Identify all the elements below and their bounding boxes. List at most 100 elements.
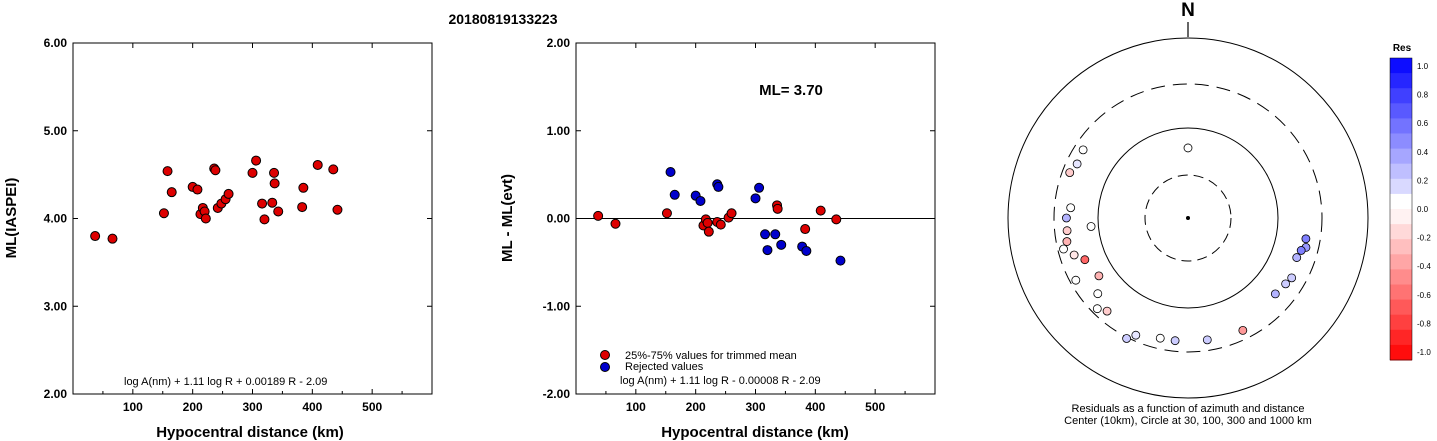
trimmed-residual-point xyxy=(610,218,621,229)
middle-x-tick-label: 500 xyxy=(865,400,885,414)
colorbar-cell xyxy=(1390,133,1412,150)
colorbar-tick-label: -0.4 xyxy=(1417,262,1431,271)
ml-station-point xyxy=(251,155,262,166)
colorbar-cell xyxy=(1390,88,1412,104)
ml-station-point xyxy=(210,165,221,176)
polar-caption-line1: Residuals as a function of azimuth and d… xyxy=(1072,403,1305,415)
colorbar-tick-label: -0.6 xyxy=(1417,291,1431,300)
station-residual-marker xyxy=(1301,234,1311,244)
trimmed-residual-point xyxy=(815,205,826,216)
trimmed-residual-point xyxy=(800,224,811,235)
colorbar-cell xyxy=(1390,118,1412,134)
colorbar-cell xyxy=(1390,284,1412,301)
rejected-residual-point xyxy=(762,245,773,256)
station-residual-marker xyxy=(1069,250,1079,260)
colorbar-cell xyxy=(1390,103,1412,119)
left-x-tick-label: 500 xyxy=(362,400,382,414)
colorbar-cell xyxy=(1390,193,1412,210)
rejected-residual-point xyxy=(695,195,706,206)
ml-station-point xyxy=(297,202,308,213)
middle-y-tick-label: 1.00 xyxy=(547,124,571,138)
colorbar-tick-label: -0.8 xyxy=(1417,319,1431,328)
left-formula: log A(nm) + 1.11 log R + 0.00189 R - 2.0… xyxy=(124,376,327,388)
middle-x-tick-label: 300 xyxy=(745,400,765,414)
station-residual-marker xyxy=(1270,289,1280,299)
trimmed-residual-point xyxy=(702,217,713,228)
rejected-residual-point xyxy=(835,255,846,266)
station-residual-marker xyxy=(1065,168,1075,177)
circle-30km xyxy=(1144,174,1232,262)
left-x-tick-label: 200 xyxy=(183,400,203,414)
legend-marker-trimmed xyxy=(600,350,610,360)
event-id-title: 20180819133223 xyxy=(448,11,557,27)
rejected-residual-point xyxy=(665,166,676,177)
middle-x-axis-label: Hypocentral distance (km) xyxy=(661,424,849,441)
station-residual-marker xyxy=(1086,222,1096,231)
station-residual-marker xyxy=(1092,304,1102,314)
ml-station-point xyxy=(298,182,309,193)
rejected-residual-point xyxy=(754,182,765,193)
station-residual-marker xyxy=(1059,244,1068,254)
station-residual-marker xyxy=(1066,203,1076,213)
ml-station-point xyxy=(247,167,258,178)
rejected-residual-point xyxy=(713,181,724,192)
middle-y-tick-label: 0.00 xyxy=(547,212,571,226)
ml-vs-distance-chart: log A(nm) + 1.11 log R + 0.00189 R - 2.0… xyxy=(3,36,433,441)
middle-x-tick-label: 200 xyxy=(686,400,706,414)
middle-x-tick-label: 400 xyxy=(805,400,825,414)
rejected-residual-point xyxy=(760,229,771,240)
trimmed-residual-point xyxy=(593,210,604,221)
colorbar-cell xyxy=(1390,299,1412,316)
colorbar-outline xyxy=(1389,57,1413,361)
rejected-residual-point xyxy=(750,193,761,204)
station-residual-marker xyxy=(1155,333,1165,343)
middle-y-axis-label: ML - ML(evt) xyxy=(499,174,516,262)
left-x-tick-label: 100 xyxy=(123,400,143,414)
station-residual-marker xyxy=(1170,336,1180,346)
middle-legend: 25%-75% values for trimmed mean Rejected… xyxy=(600,350,797,373)
middle-y-tick-label: 2.00 xyxy=(547,36,571,50)
station-residual-marker xyxy=(1287,273,1297,283)
station-residual-marker xyxy=(1078,145,1088,155)
ml-residual-vs-distance-chart: ML= 3.70 25%-75% values for trimmed mean… xyxy=(499,36,936,441)
azimuth-residual-polar-plot: N Residuals as a function of azimuth and… xyxy=(1007,0,1369,427)
colorbar-tick-label: -0.2 xyxy=(1417,234,1431,243)
left-y-tick-label: 3.00 xyxy=(44,299,68,313)
colorbar-cell xyxy=(1390,254,1412,270)
station-residual-marker xyxy=(1080,255,1090,265)
station-residual-marker xyxy=(1062,237,1072,246)
colorbar-tick-label: 0.8 xyxy=(1417,91,1429,100)
ml-station-point xyxy=(269,167,280,178)
middle-formula: log A(nm) + 1.11 log R - 0.00008 R - 2.0… xyxy=(620,375,821,387)
colorbar-cell xyxy=(1390,344,1412,361)
ml-station-point xyxy=(200,213,211,224)
polar-caption-line2: Center (10km), Circle at 30, 100, 300 an… xyxy=(1064,415,1312,427)
left-y-axis-label: ML(IASPEI) xyxy=(3,178,20,259)
trimmed-residual-point xyxy=(715,219,726,230)
ml-station-point xyxy=(259,214,270,225)
station-residual-marker xyxy=(1281,279,1291,289)
legend-marker-rejected xyxy=(600,362,610,372)
legend-label-trimmed: 25%-75% values for trimmed mean xyxy=(625,350,797,362)
epicenter-dot xyxy=(1186,216,1190,220)
left-x-axis-label: Hypocentral distance (km) xyxy=(156,424,344,441)
colorbar-cell xyxy=(1390,209,1412,225)
station-residual-marker xyxy=(1071,275,1081,285)
ml-station-point xyxy=(273,206,284,217)
legend-label-rejected: Rejected values xyxy=(625,361,704,373)
ml-station-point xyxy=(107,233,118,244)
trimmed-residual-point xyxy=(661,208,672,219)
colorbar-cell xyxy=(1390,314,1412,331)
ml-station-point xyxy=(162,166,173,177)
colorbar-cell xyxy=(1390,329,1412,346)
colorbar-cell xyxy=(1390,269,1412,285)
ml-station-point xyxy=(166,187,177,198)
station-residual-marker xyxy=(1062,226,1072,236)
left-x-tick-label: 300 xyxy=(242,400,262,414)
middle-y-tick-label: -1.00 xyxy=(543,299,571,313)
rejected-residual-point xyxy=(669,189,680,200)
colorbar-tick-label: 0.6 xyxy=(1417,119,1429,128)
colorbar-tick-label: 0.2 xyxy=(1417,176,1429,185)
ml-station-point xyxy=(257,198,268,209)
colorbar-cell xyxy=(1390,163,1412,180)
